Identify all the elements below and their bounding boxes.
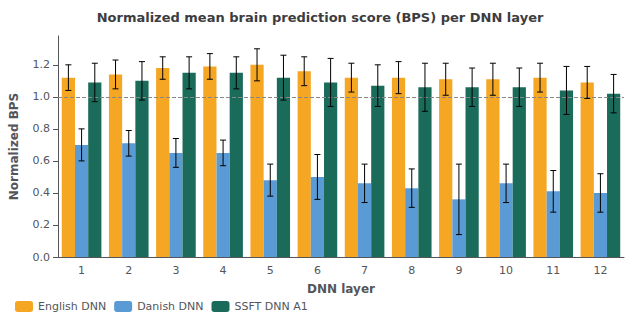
svg-text:SSFT DNN A1: SSFT DNN A1 [235,300,308,313]
svg-text:6: 6 [314,264,321,277]
svg-text:1.0: 1.0 [33,90,51,103]
svg-text:0.8: 0.8 [33,122,51,135]
svg-text:DNN layer: DNN layer [307,282,375,296]
svg-text:Normalized BPS: Normalized BPS [7,93,21,201]
svg-text:Normalized mean brain predicti: Normalized mean brain prediction score (… [97,10,544,25]
svg-text:2: 2 [125,264,132,277]
svg-text:1.2: 1.2 [33,58,51,71]
svg-text:11: 11 [546,264,560,277]
svg-text:0.4: 0.4 [33,186,51,199]
svg-text:English DNN: English DNN [38,300,106,313]
svg-text:12: 12 [593,264,607,277]
svg-text:0.6: 0.6 [33,154,51,167]
svg-text:Danish DNN: Danish DNN [137,300,203,313]
svg-text:10: 10 [499,264,513,277]
svg-text:9: 9 [455,264,462,277]
svg-text:1: 1 [78,264,85,277]
svg-text:4: 4 [220,264,227,277]
svg-text:7: 7 [361,264,368,277]
svg-text:8: 8 [408,264,415,277]
svg-text:3: 3 [172,264,179,277]
svg-text:0.0: 0.0 [33,251,51,264]
svg-text:0.2: 0.2 [33,218,51,231]
svg-text:5: 5 [267,264,274,277]
